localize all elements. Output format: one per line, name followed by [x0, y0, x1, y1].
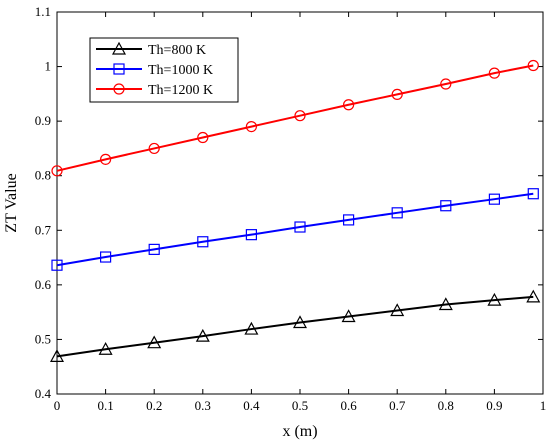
- data-point-square: [391, 207, 403, 219]
- y-tick-label: 0.5: [35, 331, 51, 346]
- x-tick-label: 0.8: [438, 398, 454, 413]
- series-layer: [49, 59, 541, 362]
- series-line: [56, 64, 534, 172]
- data-point-circle: [197, 131, 209, 144]
- data-point-square: [527, 188, 539, 200]
- series-square: [51, 188, 539, 271]
- y-tick-label: 0.4: [35, 386, 52, 401]
- data-point-triangle: [98, 341, 113, 355]
- data-point-circle: [391, 88, 403, 101]
- y-axis-title: ZT Value: [3, 173, 20, 232]
- data-point-circle: [343, 99, 355, 111]
- data-point-triangle: [292, 315, 308, 329]
- data-point-circle: [245, 120, 257, 133]
- data-point-triangle: [526, 289, 541, 303]
- y-tick-label: 0.7: [35, 222, 52, 237]
- x-tick-label: 1: [540, 398, 547, 413]
- legend-label: Th=800 K: [148, 43, 206, 58]
- data-point-triangle: [244, 321, 259, 335]
- series-line: [56, 295, 534, 358]
- data-point-circle: [113, 83, 125, 95]
- x-tick-label: 0.5: [292, 398, 308, 413]
- x-tick-label: 0.1: [97, 398, 113, 413]
- x-tick-label: 0.4: [243, 398, 260, 413]
- legend: Th=800 K Th=1000 K Th=1200 K: [89, 37, 239, 103]
- data-point-circle: [148, 142, 160, 155]
- data-point-triangle: [49, 349, 65, 362]
- data-point-square: [51, 259, 63, 271]
- y-tick-label: 0.6: [35, 277, 52, 292]
- data-point-square: [99, 251, 112, 263]
- data-point-triangle: [341, 309, 356, 323]
- data-point-circle: [527, 59, 539, 72]
- series-circle: [51, 59, 539, 177]
- series-line: [56, 192, 534, 267]
- data-point-circle: [99, 153, 112, 165]
- x-tick-label: 0.9: [486, 398, 502, 413]
- y-tick-label: 0.9: [35, 113, 51, 128]
- data-point-square: [197, 236, 209, 248]
- x-tick-label: 0: [54, 398, 61, 413]
- x-tick-label: 0.3: [195, 398, 211, 413]
- data-point-triangle: [147, 335, 162, 349]
- data-point-square: [148, 243, 160, 255]
- x-tick-label: 0.7: [389, 398, 406, 413]
- y-tick-label: 0.8: [35, 168, 51, 183]
- y-tick-label: 1: [45, 59, 52, 74]
- data-point-square: [488, 193, 500, 205]
- y-tick-label: 1.1: [35, 4, 51, 19]
- x-axis-title: x (m): [282, 423, 317, 440]
- data-point-triangle: [438, 297, 453, 311]
- series-triangle: [49, 289, 541, 362]
- data-point-square: [343, 214, 355, 226]
- data-point-circle: [440, 78, 452, 90]
- data-point-triangle: [111, 41, 127, 55]
- x-tick-label: 0.6: [340, 398, 357, 413]
- data-point-triangle: [487, 292, 502, 306]
- data-point-triangle: [390, 303, 405, 317]
- data-point-triangle: [195, 328, 210, 342]
- data-point-square: [245, 229, 257, 241]
- data-point-circle: [51, 165, 63, 177]
- x-tick-label: 0.2: [146, 398, 162, 413]
- legend-label: Th=1200 K: [148, 83, 213, 98]
- data-point-square: [440, 200, 452, 212]
- data-point-square: [113, 63, 125, 75]
- axis-ticks: 0 0.1 0.2 0.3 0.4 0.5 0.6 0.7 0.8 0.9 1 0.4 0.5 0.6 0.…: [35, 4, 547, 413]
- data-point-square: [294, 221, 306, 233]
- data-point-circle: [294, 110, 306, 122]
- data-point-circle: [488, 67, 500, 79]
- legend-label: Th=1000 K: [148, 63, 213, 78]
